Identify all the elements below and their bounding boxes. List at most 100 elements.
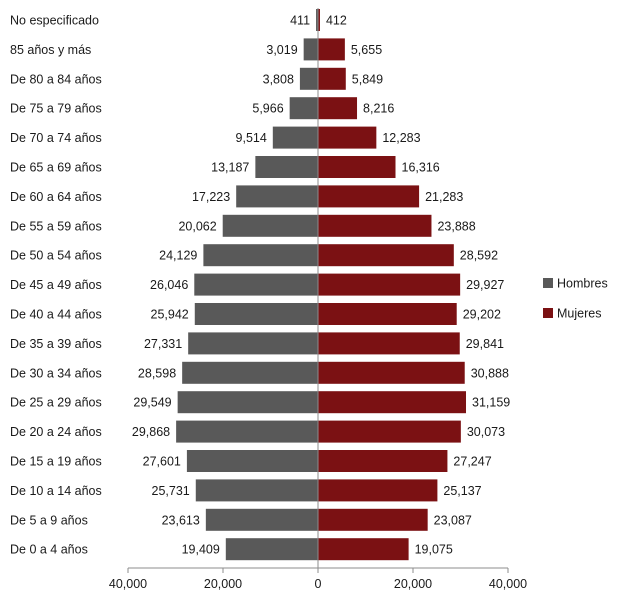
- category-label: De 30 a 34 años: [10, 366, 102, 380]
- data-label-mujeres: 23,888: [437, 219, 475, 233]
- data-label-hombres: 9,514: [236, 131, 267, 145]
- data-label-mujeres: 31,159: [472, 396, 510, 410]
- bar-hombres: [205, 508, 318, 531]
- bars: [176, 9, 467, 561]
- data-label-hombres: 26,046: [150, 278, 188, 292]
- bar-hombres: [225, 538, 318, 561]
- bar-mujeres: [318, 156, 396, 178]
- x-tick-label: 40,000: [489, 577, 527, 591]
- data-label-mujeres: 29,841: [466, 337, 504, 351]
- category-label: De 75 a 79 años: [10, 102, 102, 116]
- bar-mujeres: [318, 38, 345, 61]
- data-label-hombres: 20,062: [178, 219, 216, 233]
- category-label: 85 años y más: [10, 43, 91, 57]
- data-label-hombres: 17,223: [192, 190, 230, 204]
- x-tick-label: 0: [315, 577, 322, 591]
- bar-hombres: [176, 420, 318, 443]
- category-label: De 55 a 59 años: [10, 219, 102, 233]
- data-label-mujeres: 25,137: [443, 484, 481, 498]
- data-label-mujeres: 16,316: [402, 161, 440, 175]
- data-label-mujeres: 27,247: [453, 455, 491, 469]
- bar-hombres: [194, 303, 318, 325]
- bar-mujeres: [318, 391, 467, 414]
- bar-mujeres: [318, 479, 438, 502]
- bar-hombres: [222, 214, 318, 237]
- data-label-hombres: 5,966: [252, 102, 283, 116]
- category-label: De 65 a 69 años: [10, 161, 102, 175]
- category-label: De 5 a 9 años: [10, 513, 88, 527]
- category-label: De 15 a 19 años: [10, 455, 102, 469]
- bar-mujeres: [318, 420, 461, 443]
- bar-hombres: [194, 273, 318, 296]
- bar-mujeres: [318, 244, 454, 267]
- category-label: De 35 a 39 años: [10, 337, 102, 351]
- legend-swatch-hombres: [543, 278, 553, 288]
- bar-hombres: [188, 332, 318, 355]
- bar-mujeres: [318, 97, 358, 120]
- category-label: De 0 a 4 años: [10, 543, 88, 557]
- bar-mujeres: [318, 126, 377, 149]
- data-label-hombres: 24,129: [159, 249, 197, 263]
- legend-label-mujeres: Mujeres: [557, 307, 601, 321]
- bar-hombres: [289, 97, 318, 120]
- data-label-hombres: 27,331: [144, 337, 182, 351]
- bar-hombres: [186, 450, 318, 472]
- legend-swatch-mujeres: [543, 308, 553, 318]
- data-label-mujeres: 28,592: [460, 249, 498, 263]
- x-axis: 40,000 20,000 0 20,000 40,000: [109, 8, 527, 591]
- data-label-mujeres: 5,655: [351, 43, 382, 57]
- bar-hombres: [316, 9, 318, 31]
- data-label-mujeres: 19,075: [415, 543, 453, 557]
- bar-hombres: [303, 38, 318, 61]
- category-label: De 20 a 24 años: [10, 425, 102, 439]
- x-tick-label: 20,000: [394, 577, 432, 591]
- bar-mujeres: [318, 214, 432, 237]
- bar-mujeres: [318, 361, 465, 384]
- bar-mujeres: [318, 67, 346, 90]
- category-label: De 50 a 54 años: [10, 249, 102, 263]
- category-label: De 25 a 29 años: [10, 396, 102, 410]
- data-labels: 411 412 3,019 5,655 3,808 5,849 5,966 8,216 9,51…: [132, 14, 510, 557]
- data-label-hombres: 28,598: [138, 366, 176, 380]
- data-label-mujeres: 412: [326, 14, 347, 28]
- bar-mujeres: [318, 273, 461, 296]
- bar-hombres: [182, 361, 318, 384]
- data-label-hombres: 19,409: [182, 543, 220, 557]
- bar-hombres: [236, 185, 318, 208]
- data-label-hombres: 25,731: [152, 484, 190, 498]
- data-label-mujeres: 29,202: [463, 308, 501, 322]
- data-label-hombres: 13,187: [211, 161, 249, 175]
- x-tick-label: 20,000: [204, 577, 242, 591]
- data-label-mujeres: 21,283: [425, 190, 463, 204]
- data-label-mujeres: 29,927: [466, 278, 504, 292]
- category-label: De 45 a 49 años: [10, 278, 102, 292]
- data-label-mujeres: 30,073: [467, 425, 505, 439]
- bar-mujeres: [318, 450, 448, 472]
- bar-hombres: [299, 67, 318, 90]
- x-tick-label: 40,000: [109, 577, 147, 591]
- legend-label-hombres: Hombres: [557, 277, 608, 291]
- bar-mujeres: [318, 303, 457, 325]
- bar-mujeres: [318, 332, 460, 355]
- data-label-hombres: 3,019: [266, 43, 297, 57]
- data-label-mujeres: 8,216: [363, 102, 394, 116]
- data-label-hombres: 29,868: [132, 425, 170, 439]
- category-label: De 40 a 44 años: [10, 308, 102, 322]
- data-label-hombres: 29,549: [133, 396, 171, 410]
- bar-mujeres: [318, 538, 409, 561]
- data-label-mujeres: 12,283: [382, 131, 420, 145]
- data-label-hombres: 23,613: [162, 513, 200, 527]
- legend: Hombres Mujeres: [543, 277, 608, 321]
- data-label-mujeres: 5,849: [352, 72, 383, 86]
- bar-mujeres: [318, 185, 420, 208]
- data-label-mujeres: 30,888: [471, 366, 509, 380]
- data-label-hombres: 25,942: [151, 308, 189, 322]
- category-label: De 60 a 64 años: [10, 190, 102, 204]
- bar-hombres: [203, 244, 318, 267]
- bar-mujeres: [318, 9, 320, 31]
- data-label-hombres: 27,601: [143, 455, 181, 469]
- category-label: No especificado: [10, 14, 99, 28]
- data-label-mujeres: 23,087: [434, 513, 472, 527]
- category-labels: No especificado 85 años y más De 80 a 84 a…: [10, 14, 102, 557]
